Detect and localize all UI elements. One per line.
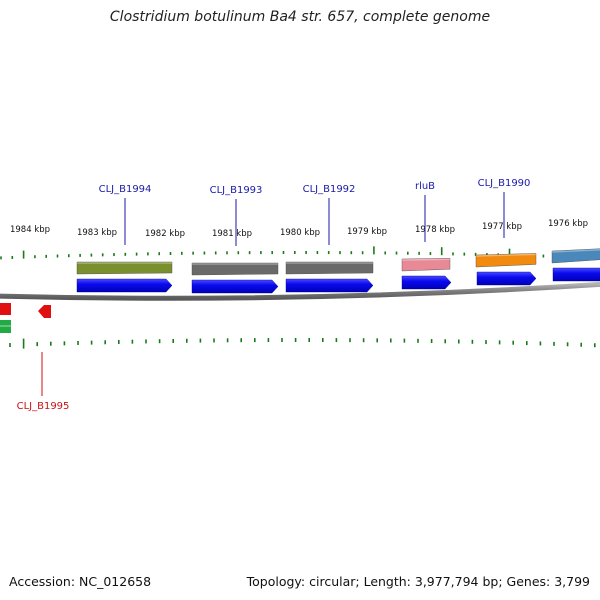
forward-gene-arrow xyxy=(191,279,279,294)
kbp-label: 1984 kbp xyxy=(10,225,50,235)
genome-backbone-line xyxy=(0,281,600,301)
reverse-gene-bar-green xyxy=(0,320,11,333)
genome-backbone xyxy=(0,281,600,301)
tick-track xyxy=(0,246,600,349)
gene-bar-highlight xyxy=(551,248,600,253)
gene-label: CLJ_B1995 xyxy=(17,401,70,412)
gene-label: CLJ_B1992 xyxy=(303,184,356,195)
feature-track xyxy=(0,248,600,333)
reverse-gene-arrow xyxy=(38,305,51,318)
genome-title: Clostridium botulinum Ba4 str. 657, comp… xyxy=(109,9,491,25)
gene-bar xyxy=(475,253,537,268)
gene-bar xyxy=(551,248,600,264)
kbp-label: 1977 kbp xyxy=(482,222,522,232)
forward-gene-arrow xyxy=(76,278,173,293)
kbp-label: 1978 kbp xyxy=(415,225,455,235)
kbp-label: 1976 kbp xyxy=(548,219,588,229)
gene-bar xyxy=(401,257,451,272)
label-track: 1984 kbp 1983 kbp 1982 kbp 1981 kbp 1980 kbp… xyxy=(10,178,588,412)
forward-gene-arrow xyxy=(476,271,537,286)
forward-gene-arrow xyxy=(401,275,452,290)
kbp-label: 1981 kbp xyxy=(212,229,252,239)
gene-label: CLJ_B1993 xyxy=(210,185,263,196)
gene-label: CLJ_B1990 xyxy=(478,178,531,189)
kbp-label: 1979 kbp xyxy=(347,227,387,237)
gene-bar xyxy=(191,262,279,276)
gene-label: CLJ_B1994 xyxy=(99,184,152,195)
gene-bar xyxy=(76,261,173,275)
reverse-gene-bar xyxy=(0,303,11,315)
gene-bar-highlight xyxy=(475,253,537,257)
genome-summary-text: Topology: circular; Length: 3,977,794 bp… xyxy=(246,574,590,589)
kbp-label: 1980 kbp xyxy=(280,228,320,238)
accession-text: Accession: NC_012658 xyxy=(9,574,152,589)
kbp-label: 1982 kbp xyxy=(145,229,185,239)
gene-bar xyxy=(285,261,374,275)
forward-gene-arrow xyxy=(285,278,374,293)
kbp-label: 1983 kbp xyxy=(77,228,117,238)
gene-label: rluB xyxy=(415,181,435,192)
gene-bar-highlight xyxy=(401,258,451,261)
forward-gene-arrow xyxy=(552,267,600,282)
